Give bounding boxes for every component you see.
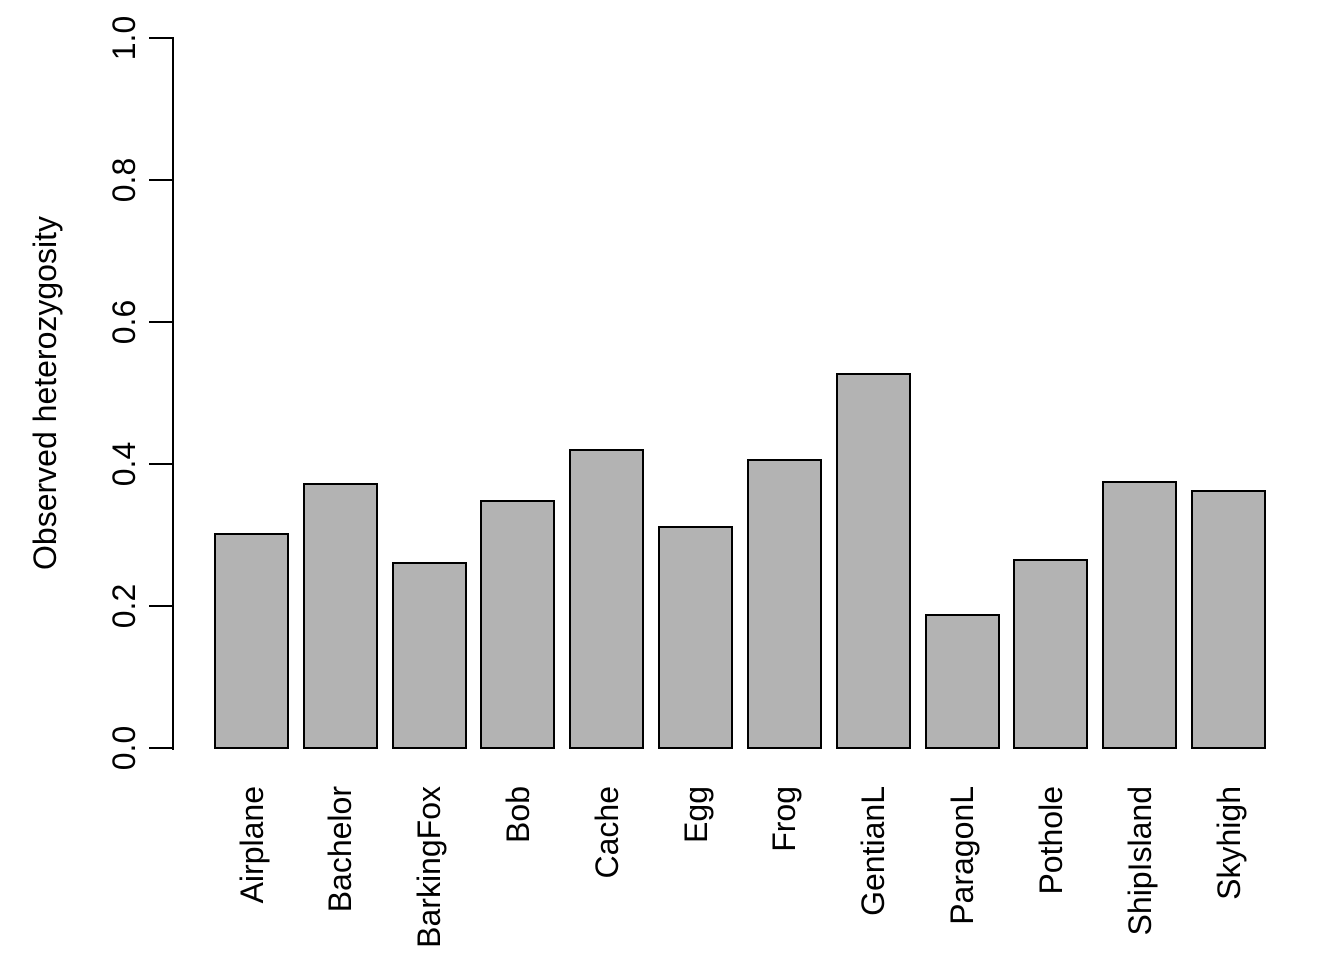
bar-cache (569, 448, 645, 749)
y-axis-title: Observed heterozygosity (27, 216, 63, 570)
y-axis-line (171, 37, 174, 750)
x-axis-label-bob: Bob (499, 786, 536, 843)
bar-pothole (1013, 558, 1089, 749)
bar-airplane (214, 532, 289, 749)
y-axis-tick-label-0.0: 0.0 (106, 725, 142, 770)
x-axis-label-egg: Egg (677, 786, 714, 843)
y-axis-tick-0.6 (148, 320, 172, 323)
x-axis-label-airplane: Airplane (233, 786, 270, 904)
bar-bob (480, 499, 556, 749)
x-axis-label-shipisland: ShipIsland (1121, 786, 1158, 936)
bar-barkingfox (391, 562, 467, 749)
bar-skyhigh (1191, 489, 1267, 749)
y-axis-tick-label-0.2: 0.2 (106, 583, 142, 628)
y-axis-tick-0.4 (148, 462, 172, 465)
bar-shipisland (1102, 481, 1178, 749)
x-axis-label-barkingfox: BarkingFox (411, 786, 448, 948)
x-axis-label-gentianl: GentianL (855, 786, 892, 916)
y-axis-tick-0.0 (148, 746, 172, 749)
y-axis-tick-label-0.8: 0.8 (106, 157, 142, 203)
bar-bachelor (302, 482, 378, 749)
x-axis-label-pothole: Pothole (1032, 786, 1069, 895)
bar-frog (746, 458, 822, 749)
x-axis-label-cache: Cache (588, 786, 625, 879)
x-axis-label-paragonl: ParagonL (944, 786, 981, 925)
y-axis-tick-label-0.4: 0.4 (106, 441, 142, 486)
x-axis-label-skyhigh: Skyhigh (1210, 786, 1247, 900)
y-axis-tick-1.0 (148, 37, 172, 39)
y-axis-tick-0.2 (148, 604, 172, 607)
y-axis-tick-0.8 (148, 178, 172, 181)
bar-paragonl (924, 614, 1000, 749)
y-axis-tick-label-0.6: 0.6 (106, 299, 142, 345)
y-axis-tick-label-1.0: 1.0 (106, 15, 142, 61)
x-axis-label-bachelor: Bachelor (322, 786, 359, 913)
bar-gentianl (835, 372, 911, 749)
bar-egg (658, 526, 734, 749)
x-axis-label-frog: Frog (766, 786, 803, 852)
